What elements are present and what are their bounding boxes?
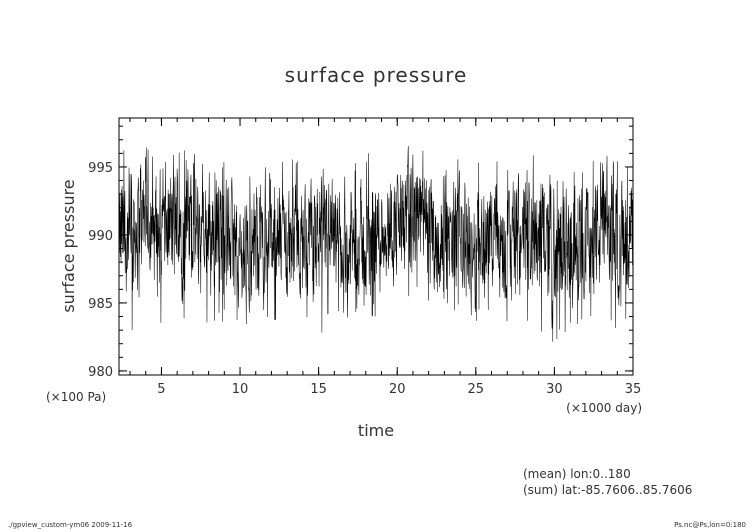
chart-title: surface pressure [285, 63, 468, 87]
series-layer [118, 146, 634, 342]
footer-right-note: Ps.nc@Ps,lon=0:180 [674, 521, 746, 529]
x-axis-label: time [358, 421, 394, 440]
x-tick-label: 10 [232, 382, 249, 397]
sum-note: (sum) lat:-85.7606..85.7606 [523, 483, 692, 497]
x-tick-label: 35 [625, 382, 642, 397]
y-unit-label: (×100 Pa) [46, 390, 106, 404]
mean-note: (mean) lon:0..180 [523, 467, 631, 481]
footer-left-note: ./gpview_custom-ym06 2009-11-16 [8, 521, 133, 529]
series-line [118, 146, 634, 342]
x-tick-label: 25 [468, 382, 485, 397]
x-unit-label: (×1000 day) [566, 401, 642, 415]
x-tick-label: 15 [310, 382, 327, 397]
plot-area [118, 117, 634, 376]
y-tick-label: 980 [88, 365, 113, 380]
x-tick-label: 5 [157, 382, 165, 397]
plot-frame [118, 117, 634, 376]
x-axis: 5 10 15 20 25 30 35 [129, 118, 642, 397]
y-axis-label: surface pressure [59, 179, 78, 312]
x-tick-label: 30 [546, 382, 563, 397]
y-axis: 980 985 990 995 [88, 125, 633, 380]
x-tick-label: 20 [389, 382, 406, 397]
y-tick-label: 985 [88, 297, 113, 312]
y-tick-label: 990 [88, 229, 113, 244]
y-tick-label: 995 [88, 161, 113, 176]
